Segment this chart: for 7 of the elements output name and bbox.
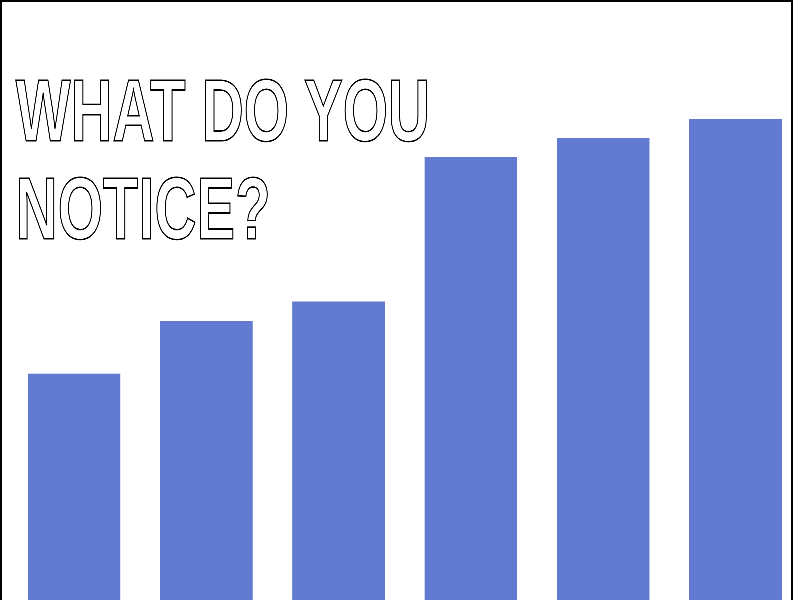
chart-title: WHAT DO YOU NOTICE? (16, 61, 432, 258)
bar (28, 374, 121, 600)
bar (557, 138, 650, 600)
bar (424, 157, 518, 600)
bar (160, 321, 253, 600)
bar (292, 302, 386, 600)
bar (689, 119, 782, 600)
